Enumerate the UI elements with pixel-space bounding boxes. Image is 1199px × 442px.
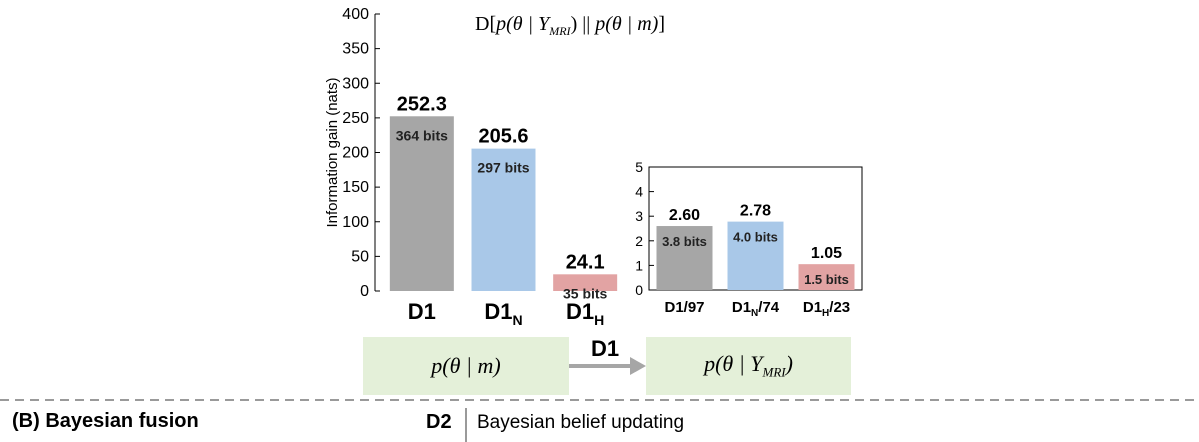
bits-label: 297 bits <box>477 160 529 176</box>
y-tick-label: 1 <box>635 257 643 273</box>
bar <box>798 264 855 290</box>
flow-arrow <box>568 357 646 375</box>
inset-bar-chart: 0 1 2 3 4 5 2.60 3.8 bits D1/97 2.78 4.0 bits D1N/7… <box>635 159 863 319</box>
category-label: D1/97 <box>664 299 704 316</box>
formula-p2: p(θ | m) <box>593 13 658 35</box>
bar <box>656 226 713 290</box>
bar <box>471 148 536 291</box>
y-tick-label: 400 <box>342 6 369 23</box>
y-tick-label: 100 <box>342 214 369 231</box>
y-tick-label: 2 <box>635 233 643 249</box>
posterior-text: p(θ | YMRI) <box>704 351 793 380</box>
formula-lhs: D[ <box>475 13 496 35</box>
kl-divergence-formula: D[p(θ | YMRI) || p(θ | m)] <box>475 13 665 38</box>
formula-p1-mid: θ | Y <box>513 13 551 35</box>
bar <box>727 221 784 290</box>
d2-label: D2 <box>426 411 452 433</box>
value-label: 24.1 <box>566 251 605 273</box>
y-axis-label: Information gain (nats) <box>324 77 341 227</box>
bar <box>553 274 618 291</box>
y-tick-label: 300 <box>342 75 369 92</box>
value-label: 205.6 <box>478 126 528 148</box>
value-label: 1.05 <box>811 245 842 262</box>
y-tick-label: 150 <box>342 179 369 196</box>
category-label: D1N <box>484 299 522 328</box>
category-label: D1H <box>566 299 604 328</box>
y-tick-label: 0 <box>360 283 369 300</box>
bar <box>389 116 454 291</box>
d2-description: Bayesian belief updating <box>477 412 685 433</box>
formula-rhs: ] <box>658 13 665 35</box>
value-label: 252.3 <box>397 93 447 115</box>
formula-sep: || <box>577 13 595 35</box>
formula-p1-sub: MRI <box>548 24 571 38</box>
category-label: D1H/23 <box>803 299 850 319</box>
bits-label: 35 bits <box>563 285 608 301</box>
value-label: 2.60 <box>669 207 700 224</box>
y-tick-label: 350 <box>342 41 369 58</box>
main-bar-chart: 0 50 100 150 200 250 300 350 400 Information gain… <box>324 6 618 328</box>
y-tick-label: 3 <box>635 208 643 224</box>
section-b-title: (B) Bayesian fusion <box>12 410 199 432</box>
y-tick-label: 50 <box>351 248 369 265</box>
prior-text: p(θ | m) <box>431 353 501 378</box>
posterior-box: p(θ | YMRI) <box>646 337 851 395</box>
category-label: D1 <box>408 299 436 324</box>
category-label: D1N/74 <box>732 299 780 319</box>
value-label: 2.78 <box>740 203 771 220</box>
y-tick-label: 5 <box>635 159 643 175</box>
d1-arrow-label: D1 <box>591 336 620 361</box>
y-tick-label: 0 <box>635 282 643 298</box>
prior-box: p(θ | m) <box>363 337 569 395</box>
formula-p1-close: ) <box>571 13 578 35</box>
y-tick-label: 4 <box>635 184 643 200</box>
formula-p1: p( <box>494 13 514 35</box>
y-tick-label: 250 <box>342 110 369 127</box>
y-tick-label: 200 <box>342 145 369 162</box>
bits-label: 1.5 bits <box>804 272 849 287</box>
bits-label: 4.0 bits <box>733 230 778 245</box>
bits-label: 3.8 bits <box>662 234 707 249</box>
bits-label: 364 bits <box>396 127 448 143</box>
